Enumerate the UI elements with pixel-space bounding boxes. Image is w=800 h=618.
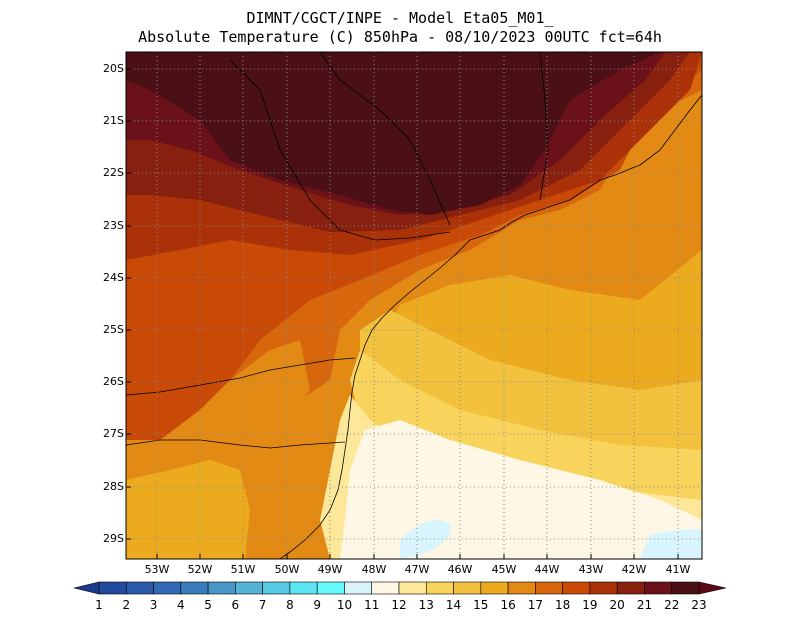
colorbar-cell	[344, 581, 373, 595]
colorbar-arrow-left	[73, 581, 100, 595]
colorbar-cell	[644, 581, 673, 595]
colorbar-cell	[289, 581, 318, 595]
lat-label: 27S	[103, 427, 124, 440]
lat-label: 29S	[103, 532, 124, 545]
colorbar-label: 18	[554, 598, 571, 612]
lon-label: 42W	[621, 563, 647, 576]
contour-lt12	[400, 520, 451, 559]
colorbar-label: 23	[691, 598, 707, 612]
colorbar-label: 5	[204, 598, 212, 612]
graticule	[126, 52, 702, 559]
colorbar-cell	[562, 581, 591, 595]
map-frame	[125, 51, 703, 560]
contour-lt12b	[640, 529, 702, 559]
colorbar-cell	[316, 581, 345, 595]
colorbar-label: 17	[527, 598, 543, 612]
title-line-1: DIMNT/CGCT/INPE - Model Eta05_M01_	[246, 9, 554, 27]
colorbar-cell	[616, 581, 645, 595]
colorbar-label: 3	[149, 598, 158, 612]
lon-label: 46W	[447, 563, 473, 576]
colorbar-cell	[535, 581, 563, 595]
lon-label: 41W	[665, 563, 691, 576]
colorbar-cell	[398, 581, 427, 595]
colorbar-label: 14	[445, 598, 462, 612]
colorbar-cell	[98, 581, 127, 595]
colorbar-label: 12	[391, 598, 407, 612]
lon-label: 50W	[274, 563, 300, 576]
colorbar-label: 9	[313, 598, 321, 612]
lat-label: 26S	[103, 375, 124, 388]
coastline	[126, 52, 702, 559]
lat-label: 21S	[103, 114, 124, 127]
lon-label: 45W	[491, 563, 517, 576]
colorbar-label: 13	[418, 598, 434, 612]
lat-label: 28S	[103, 480, 124, 493]
colorbar-cell	[235, 581, 263, 595]
lon-label: 43W	[578, 563, 604, 576]
lon-label: 51W	[230, 563, 256, 576]
colorbar-label: 22	[664, 598, 680, 612]
colorbar-label: 19	[582, 598, 598, 612]
contour-23	[126, 52, 660, 215]
colorbar-label: 1	[95, 598, 103, 612]
colorbar-cell	[507, 581, 536, 595]
colorbar-arrow-right	[698, 581, 727, 595]
colorbar-cell	[453, 581, 482, 595]
colorbar-cell	[425, 581, 454, 595]
lat-label: 24S	[103, 271, 124, 284]
lat-label: 22S	[103, 166, 124, 179]
title-line-2: Absolute Temperature (C) 850hPa - 08/10/…	[138, 28, 662, 46]
contour-17e	[400, 120, 702, 300]
colorbar-cell	[371, 581, 400, 595]
lat-label: 20S	[103, 62, 124, 75]
colorbar-label: 6	[231, 598, 240, 612]
colorbar-label: 4	[176, 598, 185, 612]
lon-label: 49W	[317, 563, 343, 576]
axis-ticks	[126, 68, 679, 559]
lat-label: 23S	[103, 219, 124, 232]
colorbar-cell	[480, 581, 509, 595]
colorbar-cell	[262, 581, 291, 595]
colorbar-label: 7	[258, 598, 267, 612]
lon-label: 52W	[187, 563, 213, 576]
colorbar-cell	[207, 581, 236, 595]
lat-label: 25S	[103, 323, 124, 336]
lon-label: 44W	[534, 563, 560, 576]
colorbar-cell	[589, 581, 618, 595]
colorbar-cell	[671, 581, 700, 595]
colorbar-cell	[153, 581, 182, 595]
lon-label: 48W	[361, 563, 387, 576]
colorbar-label: 11	[364, 598, 380, 612]
colorbar-cell	[180, 581, 209, 595]
lon-label: 47W	[404, 563, 430, 576]
colorbar-label: 15	[473, 598, 489, 612]
colorbar-label: 20	[609, 598, 625, 612]
colorbar-label: 21	[636, 598, 653, 612]
colorbar-label: 16	[500, 598, 516, 612]
colorbar-cell	[125, 581, 154, 595]
colorbar-label: 2	[122, 598, 131, 612]
colorbar-label: 10	[336, 598, 353, 612]
contour-15	[360, 310, 702, 470]
lon-label: 53W	[144, 563, 170, 576]
colorbar-label: 8	[286, 598, 294, 612]
